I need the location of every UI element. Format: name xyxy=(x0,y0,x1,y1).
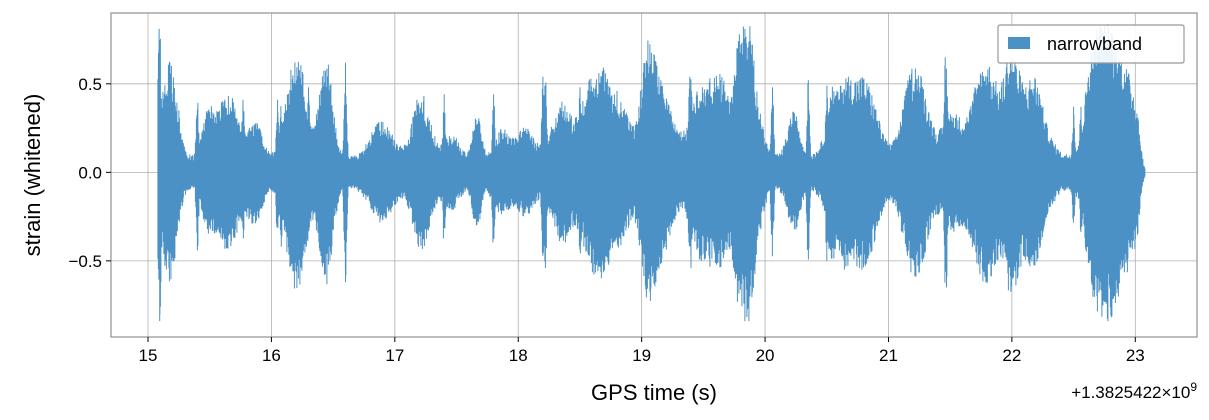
x-tick-label: 19 xyxy=(632,346,651,365)
y-tick-label: 0.0 xyxy=(78,163,102,182)
legend: narrowband xyxy=(997,24,1185,64)
x-tick-label: 15 xyxy=(139,346,158,365)
x-tick-label: 23 xyxy=(1126,346,1145,365)
x-axis-offset-label: +1.3825422×109 xyxy=(1071,380,1197,402)
x-tick-label: 18 xyxy=(509,346,528,365)
legend-swatch-narrowband xyxy=(1008,37,1030,49)
x-axis-offset-exponent: 9 xyxy=(1190,380,1197,394)
x-axis-offset-mantissa: +1.3825422×10 xyxy=(1071,383,1190,402)
axis-ticks: 15 16 17 18 19 20 21 22 23 −0.5 0.0 0.5 xyxy=(68,75,1144,365)
x-tick-label: 20 xyxy=(756,346,775,365)
series-trace-narrowband xyxy=(157,24,1146,322)
x-axis-label: GPS time (s) xyxy=(591,380,717,405)
x-tick-label: 17 xyxy=(385,346,404,365)
x-tick-label: 16 xyxy=(262,346,281,365)
plot-frame xyxy=(110,12,1198,338)
legend-label-narrowband: narrowband xyxy=(1047,34,1142,54)
y-axis-label: strain (whitened) xyxy=(20,94,45,257)
y-tick-label: 0.5 xyxy=(78,75,102,94)
y-tick-label: −0.5 xyxy=(68,252,102,271)
x-tick-label: 22 xyxy=(1002,346,1021,365)
x-tick-label: 21 xyxy=(879,346,898,365)
legend-box xyxy=(997,24,1185,64)
series-narrowband xyxy=(157,24,1146,322)
